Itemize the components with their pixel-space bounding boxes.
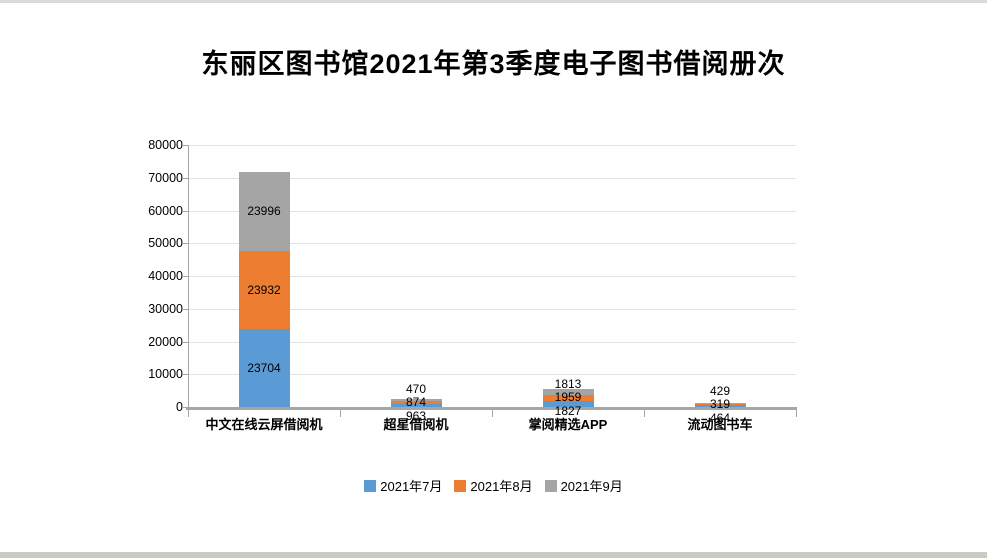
y-axis-tick-label: 70000 <box>148 170 183 185</box>
x-axis-tick-mark <box>188 409 189 417</box>
y-axis-tick-label: 40000 <box>148 269 183 283</box>
bar-segment-2021年7月 <box>238 329 290 407</box>
bar-segment-2021年9月 <box>542 388 594 395</box>
legend-label: 2021年7月 <box>380 479 443 494</box>
gridline <box>188 177 796 179</box>
bar-segment-2021年8月 <box>694 404 746 406</box>
gridline <box>188 374 796 376</box>
legend-label: 2021年8月 <box>470 479 533 494</box>
bar-segment-2021年7月 <box>390 403 442 407</box>
x-axis-tick-mark <box>644 409 645 417</box>
data-label: 470 <box>405 381 427 396</box>
x-axis-category-label: 中文在线云屏借阅机 <box>205 417 323 432</box>
legend-item: 2021年7月 <box>364 476 442 495</box>
legend-label: 2021年9月 <box>560 479 623 494</box>
x-axis-tick-mark <box>492 409 493 417</box>
x-axis-category-label: 掌阅精选APP <box>528 417 608 432</box>
y-axis-tick-mark <box>183 308 188 310</box>
y-axis-tick-mark <box>183 407 188 408</box>
data-label: 874 <box>405 395 427 410</box>
gridline <box>188 308 796 310</box>
y-axis-tick-label: 50000 <box>148 236 183 251</box>
data-label: 23704 <box>247 360 281 375</box>
y-axis-tick-mark <box>183 177 188 179</box>
data-label: 23932 <box>247 282 281 297</box>
bar-segment-2021年9月 <box>238 172 290 251</box>
gridline <box>188 145 796 146</box>
legend-item: 2021年8月 <box>454 476 533 495</box>
data-label: 1827 <box>554 403 582 418</box>
y-axis-tick-mark <box>183 243 188 245</box>
y-axis-tick-mark <box>183 210 188 212</box>
x-axis-line <box>186 407 797 410</box>
bar-segment-2021年8月 <box>542 394 594 401</box>
gridline <box>188 341 796 343</box>
y-axis-tick-label: 60000 <box>148 203 183 218</box>
bar-segment-2021年7月 <box>542 401 594 407</box>
y-axis-tick-label: 30000 <box>148 301 183 316</box>
x-axis-category-label: 流动图书车 <box>687 417 753 432</box>
legend-swatch-icon <box>544 479 557 492</box>
bar-segment-2021年8月 <box>390 400 442 404</box>
y-axis-tick-label: 0 <box>176 400 183 414</box>
bar-segment-2021年9月 <box>390 399 442 401</box>
legend: 2021年7月 2021年8月 2021年9月 <box>0 476 987 495</box>
data-label: 963 <box>405 408 427 423</box>
chart-title: 东丽区图书馆2021年第3季度电子图书借阅册次 <box>201 49 786 79</box>
gridline <box>188 276 796 277</box>
bar-segment-2021年8月 <box>238 250 290 330</box>
x-axis-category-label: 超星借阅机 <box>383 417 449 432</box>
y-axis-line <box>188 145 189 408</box>
y-axis-tick-mark <box>183 276 188 277</box>
y-axis-tick-label: 20000 <box>148 334 183 349</box>
y-axis-tick-mark <box>183 341 188 343</box>
y-axis-tick-label: 10000 <box>148 367 183 382</box>
legend-swatch-icon <box>454 479 467 492</box>
data-label: 1813 <box>554 376 582 391</box>
data-label: 464 <box>709 410 731 425</box>
data-label: 23996 <box>247 204 281 219</box>
gridline <box>188 210 796 212</box>
y-axis-tick-label: 80000 <box>148 138 183 152</box>
window-bottom-edge <box>0 552 987 558</box>
bar-segment-2021年7月 <box>694 405 746 407</box>
data-label: 429 <box>709 383 731 398</box>
gridline <box>188 243 796 245</box>
y-axis-tick-mark <box>183 145 188 146</box>
data-label: 319 <box>709 397 731 412</box>
window-top-edge <box>0 0 987 3</box>
y-axis-tick-mark <box>183 374 188 376</box>
x-axis-tick-mark <box>340 409 341 417</box>
legend-swatch-icon <box>364 479 377 492</box>
legend-item: 2021年9月 <box>544 476 623 495</box>
x-axis-tick-mark <box>796 409 797 417</box>
data-label: 1959 <box>554 390 582 405</box>
bar-segment-2021年9月 <box>694 403 746 405</box>
